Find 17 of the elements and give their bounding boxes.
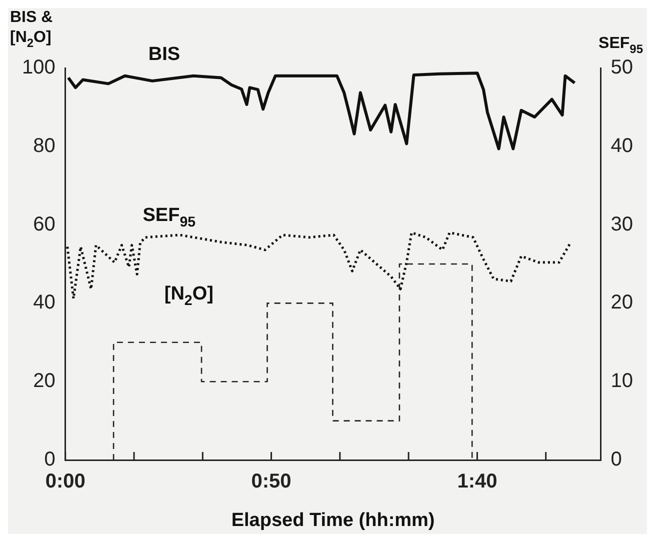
x-tick-label: 0:00 <box>45 470 86 493</box>
y-tick-label: 20 <box>33 370 56 392</box>
x-tick-label: 1:40 <box>457 470 498 493</box>
x-tick-label: 0:50 <box>251 470 292 493</box>
x-axis-title: Elapsed Time (hh:mm) <box>231 510 435 531</box>
y-tick-label: 80 <box>33 134 56 157</box>
y2-tick-label: 40 <box>610 134 634 157</box>
y2-tick-label: 50 <box>610 56 634 79</box>
y2-tick-label: 20 <box>610 292 634 314</box>
series-label: BIS <box>148 44 180 66</box>
y-tick-label: 40 <box>33 292 56 314</box>
y2-tick-label: 0 <box>610 448 622 471</box>
y-tick-label: 60 <box>33 213 56 236</box>
y2-tick-label: 10 <box>610 370 634 392</box>
y-tick-label: 100 <box>22 56 56 79</box>
y2-tick-label: 30 <box>610 213 634 236</box>
y-tick-label: 0 <box>44 448 56 471</box>
